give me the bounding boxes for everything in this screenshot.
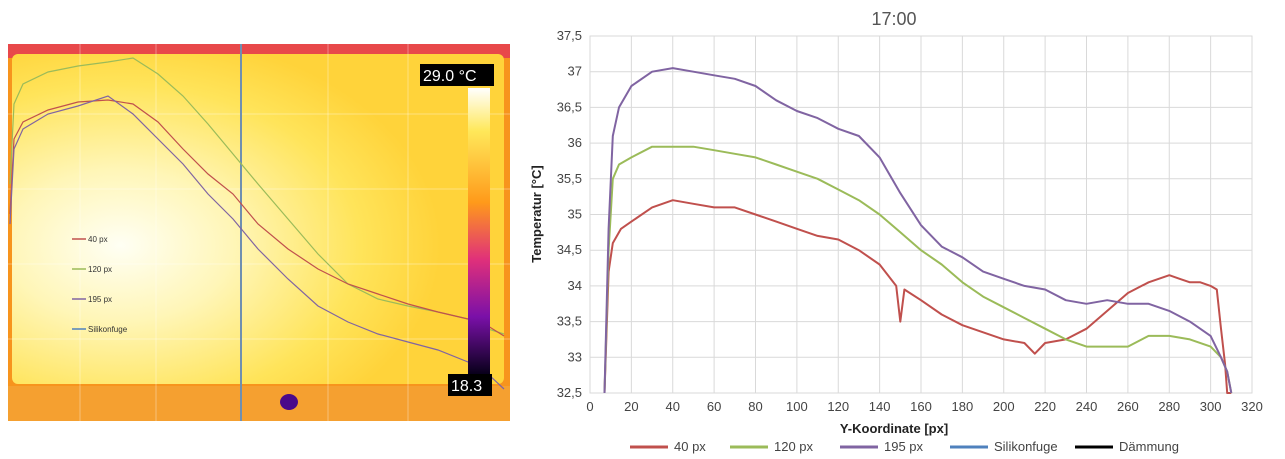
y-tick-label: 37 <box>568 64 582 79</box>
y-tick-label: 33,5 <box>557 314 582 329</box>
x-tick-label: 60 <box>707 399 721 414</box>
thermal-legend-120px: 120 px <box>88 265 112 274</box>
chart-title: 17:00 <box>871 9 916 29</box>
thermal-bottom-band <box>8 386 510 421</box>
thermal-warm-area <box>12 54 504 384</box>
chart-legend: 40 px 120 px 195 px Silikonfuge Dämmung <box>630 439 1179 454</box>
y-tick-label: 32,5 <box>557 385 582 400</box>
thermal-cold-spot <box>280 394 298 410</box>
y-tick-label: 35 <box>568 207 582 222</box>
x-tick-label: 20 <box>624 399 638 414</box>
x-tick-label: 0 <box>586 399 593 414</box>
chart-series <box>603 67 1233 394</box>
thermal-image: 40 px 120 px 195 px Silikonfuge 29.0 °C … <box>8 44 510 421</box>
legend-label: 40 px <box>674 439 706 454</box>
chart-grid <box>589 35 1253 394</box>
y-tick-label: 33 <box>568 349 582 364</box>
thermal-profile-40px <box>9 99 505 337</box>
thermal-legend-silikonfuge: Silikonfuge <box>88 325 128 334</box>
x-tick-label: 220 <box>1034 399 1056 414</box>
x-tick-label: 320 <box>1241 399 1263 414</box>
y-axis-title: Temperatur [°C] <box>529 165 544 262</box>
thermal-legend: 40 px 120 px 195 px Silikonfuge <box>72 235 128 334</box>
x-axis-title: Y-Koordinate [px] <box>840 421 948 436</box>
thermal-image-canvas: 40 px 120 px 195 px Silikonfuge 29.0 °C … <box>8 44 510 421</box>
x-tick-label: 180 <box>952 399 974 414</box>
thermal-profile-120px <box>9 57 505 335</box>
x-tick-label: 100 <box>786 399 808 414</box>
y-tick-label: 34,5 <box>557 242 582 257</box>
chart-svg: 17:00 32,5 33 33,5 34 34,5 35 35,5 36 36,5 37 37,5… <box>529 9 1263 454</box>
thermal-legend-40px: 40 px <box>88 235 108 244</box>
plot-area-border <box>589 35 1253 394</box>
y-tick-label: 36,5 <box>557 99 582 114</box>
chart-ticks: 32,5 33 33,5 34 34,5 35 35,5 36 36,5 37 37,5 0 20 40 6… <box>557 28 1263 414</box>
y-tick-label: 34 <box>568 278 582 293</box>
x-tick-label: 80 <box>748 399 762 414</box>
x-tick-label: 300 <box>1200 399 1222 414</box>
series-line-0 <box>603 199 1232 394</box>
legend-label: Dämmung <box>1119 439 1179 454</box>
legend-label: 120 px <box>774 439 814 454</box>
series-line-2 <box>603 67 1233 394</box>
y-tick-label: 35,5 <box>557 171 582 186</box>
y-tick-label: 36 <box>568 135 582 150</box>
x-tick-label: 240 <box>1076 399 1098 414</box>
series-line-1 <box>603 145 1233 394</box>
x-tick-label: 280 <box>1158 399 1180 414</box>
x-tick-label: 120 <box>827 399 849 414</box>
temperature-scale-bar <box>468 88 490 374</box>
legend-label: 195 px <box>884 439 924 454</box>
x-tick-label: 160 <box>910 399 932 414</box>
thermal-grid <box>8 44 510 421</box>
x-tick-label: 40 <box>666 399 680 414</box>
scale-max-label: 29.0 °C <box>423 68 477 85</box>
thermal-profile-195px <box>9 95 505 390</box>
thermal-legend-195px: 195 px <box>88 295 112 304</box>
x-tick-label: 140 <box>869 399 891 414</box>
x-tick-label: 200 <box>993 399 1015 414</box>
temperature-chart: 17:00 32,5 33 33,5 34 34,5 35 35,5 36 36,5 37 37,5… <box>522 0 1278 459</box>
x-tick-label: 260 <box>1117 399 1139 414</box>
scale-max-box <box>420 64 494 86</box>
legend-label: Silikonfuge <box>994 439 1058 454</box>
scale-min-box <box>448 374 492 396</box>
y-tick-label: 37,5 <box>557 28 582 43</box>
scale-min-label: 18.3 <box>451 378 482 395</box>
